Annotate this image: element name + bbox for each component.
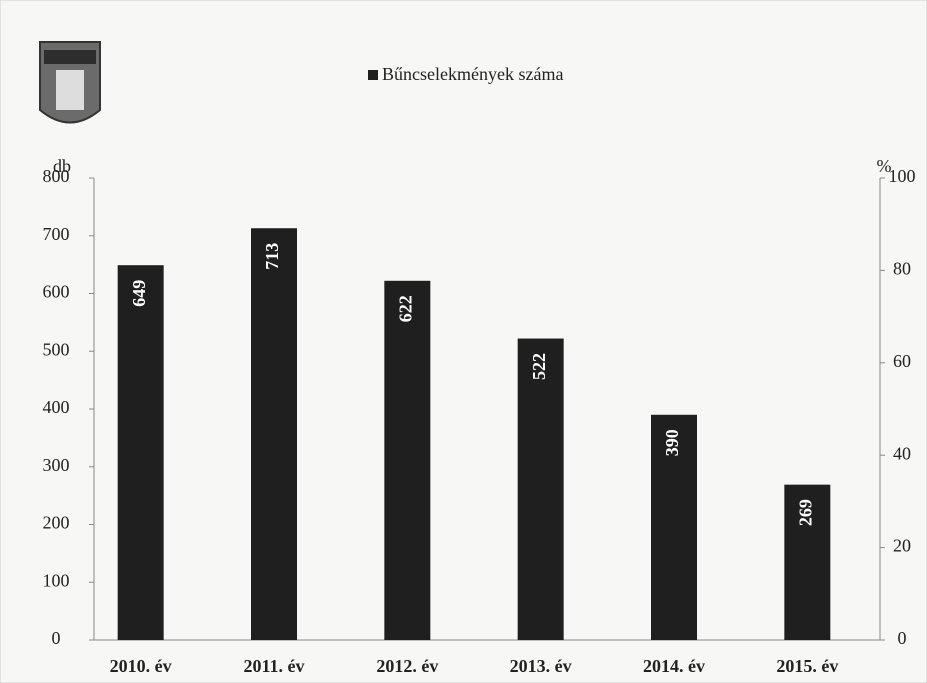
y-tick-label: 800 <box>43 166 70 186</box>
y2-tick-label: 0 <box>898 628 907 648</box>
bar <box>251 228 297 640</box>
y-tick-label: 400 <box>43 397 70 417</box>
data-label: 713 <box>262 243 282 270</box>
data-label: 649 <box>129 280 149 307</box>
y-tick-label: 500 <box>43 339 70 359</box>
y-tick-label: 700 <box>43 224 70 244</box>
bar <box>517 338 564 640</box>
y-tick-label: 200 <box>43 513 70 533</box>
y-axis-label: db <box>53 156 71 176</box>
x-tick-label: 2011. év <box>244 656 305 676</box>
y-tick-label: 100 <box>43 570 70 590</box>
bar <box>651 414 697 640</box>
x-tick-label: 2015. év <box>776 656 838 676</box>
bar <box>784 484 831 640</box>
bar <box>117 265 164 640</box>
y2-tick-label: 100 <box>889 166 916 186</box>
y2-tick-label: 20 <box>893 536 911 556</box>
y2-tick-label: 40 <box>893 443 911 463</box>
data-label: 390 <box>662 429 682 456</box>
data-label: 269 <box>795 499 815 526</box>
y-tick-label: 0 <box>52 628 61 648</box>
x-tick-label: 2014. év <box>643 656 705 676</box>
x-tick-label: 2012. év <box>376 656 438 676</box>
data-label: 522 <box>529 353 549 380</box>
legend-label: Bűncselekmények száma <box>382 64 563 84</box>
y2-tick-label: 60 <box>893 351 911 371</box>
legend-swatch <box>368 70 378 80</box>
y2-tick-label: 80 <box>893 259 911 279</box>
bar <box>384 280 431 640</box>
y-tick-label: 300 <box>43 455 70 475</box>
x-tick-label: 2010. év <box>110 656 172 676</box>
y-tick-label: 600 <box>43 282 70 302</box>
x-tick-label: 2013. év <box>510 656 572 676</box>
data-label: 622 <box>395 295 415 322</box>
y2-axis-label: % <box>877 156 892 176</box>
logo <box>39 41 101 124</box>
